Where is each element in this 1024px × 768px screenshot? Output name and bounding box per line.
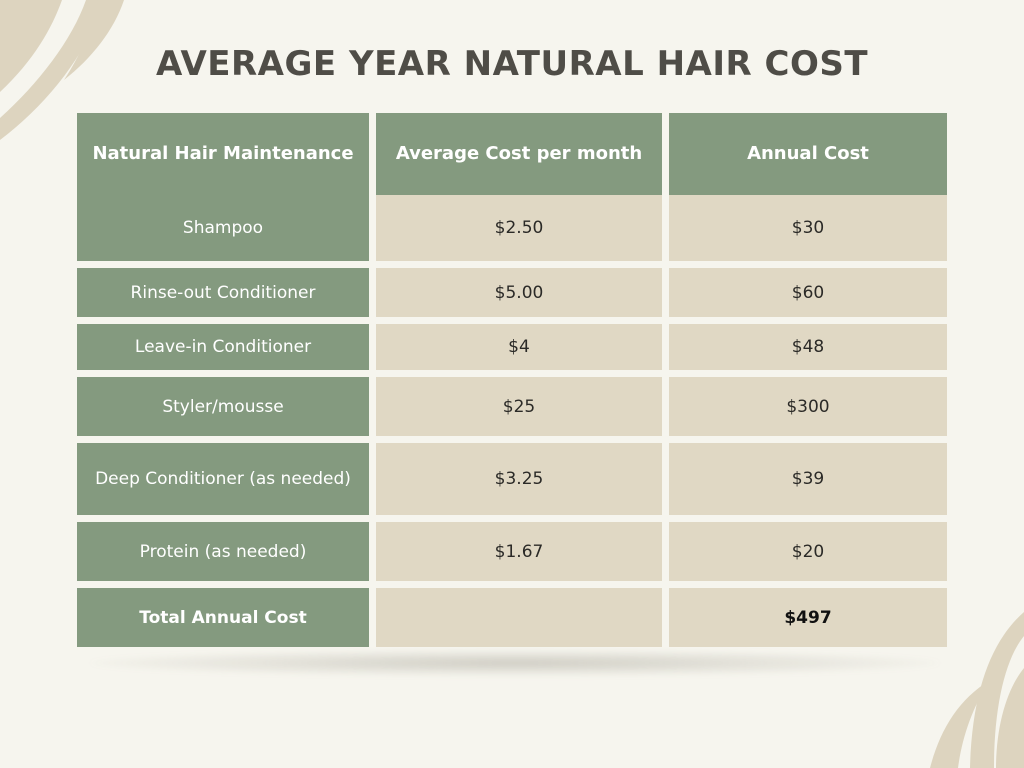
row-item-label: Deep Conditioner (as needed) xyxy=(77,436,369,515)
row-annual-cost: $30 xyxy=(662,195,947,261)
table-header-row: Natural Hair Maintenance Average Cost pe… xyxy=(77,113,947,195)
header-monthly-cost: Average Cost per month xyxy=(369,113,662,195)
table-row: Shampoo $2.50 $30 xyxy=(77,195,947,261)
table-shadow xyxy=(90,650,940,676)
row-item-label: Leave-in Conditioner xyxy=(77,317,369,370)
row-monthly-cost: $4 xyxy=(369,317,662,370)
row-annual-cost: $20 xyxy=(662,515,947,581)
total-monthly-cost xyxy=(369,581,662,647)
row-annual-cost: $48 xyxy=(662,317,947,370)
table-row: Rinse-out Conditioner $5.00 $60 xyxy=(77,261,947,317)
table-row: Protein (as needed) $1.67 $20 xyxy=(77,515,947,581)
header-annual-cost: Annual Cost xyxy=(662,113,947,195)
row-monthly-cost: $25 xyxy=(369,370,662,436)
total-label: Total Annual Cost xyxy=(77,581,369,647)
row-annual-cost: $60 xyxy=(662,261,947,317)
row-item-label: Rinse-out Conditioner xyxy=(77,261,369,317)
row-monthly-cost: $3.25 xyxy=(369,436,662,515)
cost-table: Natural Hair Maintenance Average Cost pe… xyxy=(77,113,947,647)
page-title: AVERAGE YEAR NATURAL HAIR COST xyxy=(155,44,869,84)
table-row: Deep Conditioner (as needed) $3.25 $39 xyxy=(77,436,947,515)
header-maintenance: Natural Hair Maintenance xyxy=(77,113,369,195)
row-item-label: Shampoo xyxy=(77,195,369,261)
row-item-label: Protein (as needed) xyxy=(77,515,369,581)
table-row: Leave-in Conditioner $4 $48 xyxy=(77,317,947,370)
row-annual-cost: $39 xyxy=(662,436,947,515)
total-row: Total Annual Cost $497 xyxy=(77,581,947,647)
row-annual-cost: $300 xyxy=(662,370,947,436)
total-annual-cost: $497 xyxy=(662,581,947,647)
row-monthly-cost: $2.50 xyxy=(369,195,662,261)
row-item-label: Styler/mousse xyxy=(77,370,369,436)
table-row: Styler/mousse $25 $300 xyxy=(77,370,947,436)
row-monthly-cost: $1.67 xyxy=(369,515,662,581)
cost-table-container: Natural Hair Maintenance Average Cost pe… xyxy=(77,113,947,647)
row-monthly-cost: $5.00 xyxy=(369,261,662,317)
